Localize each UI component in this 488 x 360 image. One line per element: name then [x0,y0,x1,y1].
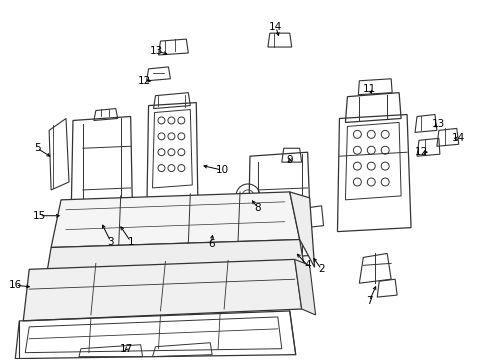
Text: 14: 14 [451,133,465,143]
Text: 12: 12 [413,147,427,157]
Text: 9: 9 [286,155,292,165]
Text: 10: 10 [215,165,228,175]
Text: 5: 5 [34,143,41,153]
Text: 14: 14 [269,22,282,32]
Polygon shape [46,239,304,277]
Polygon shape [23,260,301,321]
Polygon shape [51,192,299,247]
Text: 11: 11 [362,84,375,94]
Text: 8: 8 [254,203,261,213]
Polygon shape [289,192,314,267]
Text: 7: 7 [365,296,372,306]
Text: 1: 1 [127,237,134,247]
Text: 13: 13 [149,46,163,56]
Text: 17: 17 [120,344,133,354]
Text: 6: 6 [207,239,214,248]
Text: 15: 15 [33,211,46,221]
Text: 2: 2 [318,264,324,274]
Text: 4: 4 [304,260,310,270]
Text: 13: 13 [431,120,445,130]
Text: 12: 12 [138,76,151,86]
Polygon shape [294,260,315,315]
Text: 3: 3 [107,237,114,247]
Text: 16: 16 [9,280,22,290]
